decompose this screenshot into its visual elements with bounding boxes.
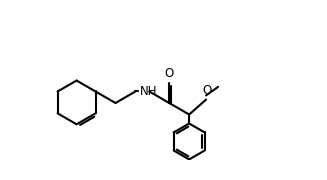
Text: NH: NH — [140, 85, 157, 98]
Text: O: O — [164, 68, 174, 80]
Text: O: O — [203, 84, 212, 96]
